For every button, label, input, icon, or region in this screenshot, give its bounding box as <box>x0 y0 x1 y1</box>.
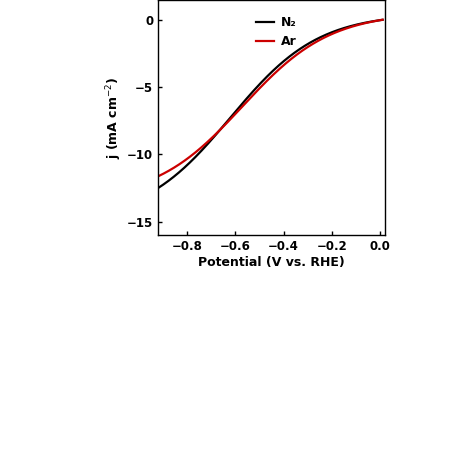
Ar <box>324 33 330 39</box>
Ar <box>195 147 201 153</box>
N₂ <box>257 82 263 87</box>
X-axis label: Potential (V vs. RHE): Potential (V vs. RHE) <box>198 255 345 269</box>
Line: Ar: Ar <box>158 20 383 176</box>
N₂ <box>195 152 201 157</box>
N₂ <box>213 132 219 137</box>
Ar <box>257 85 263 91</box>
N₂ <box>288 53 293 59</box>
N₂ <box>324 31 330 37</box>
Line: N₂: N₂ <box>158 20 383 188</box>
Y-axis label: j (mA cm$^{-2}$): j (mA cm$^{-2}$) <box>104 76 124 159</box>
Ar <box>305 44 311 50</box>
N₂ <box>380 17 385 23</box>
Ar <box>380 17 385 23</box>
Ar <box>288 57 293 63</box>
N₂ <box>155 185 161 191</box>
Ar <box>155 173 161 179</box>
N₂ <box>305 41 311 47</box>
Legend: N₂, Ar: N₂, Ar <box>251 11 301 53</box>
Ar <box>213 131 219 137</box>
